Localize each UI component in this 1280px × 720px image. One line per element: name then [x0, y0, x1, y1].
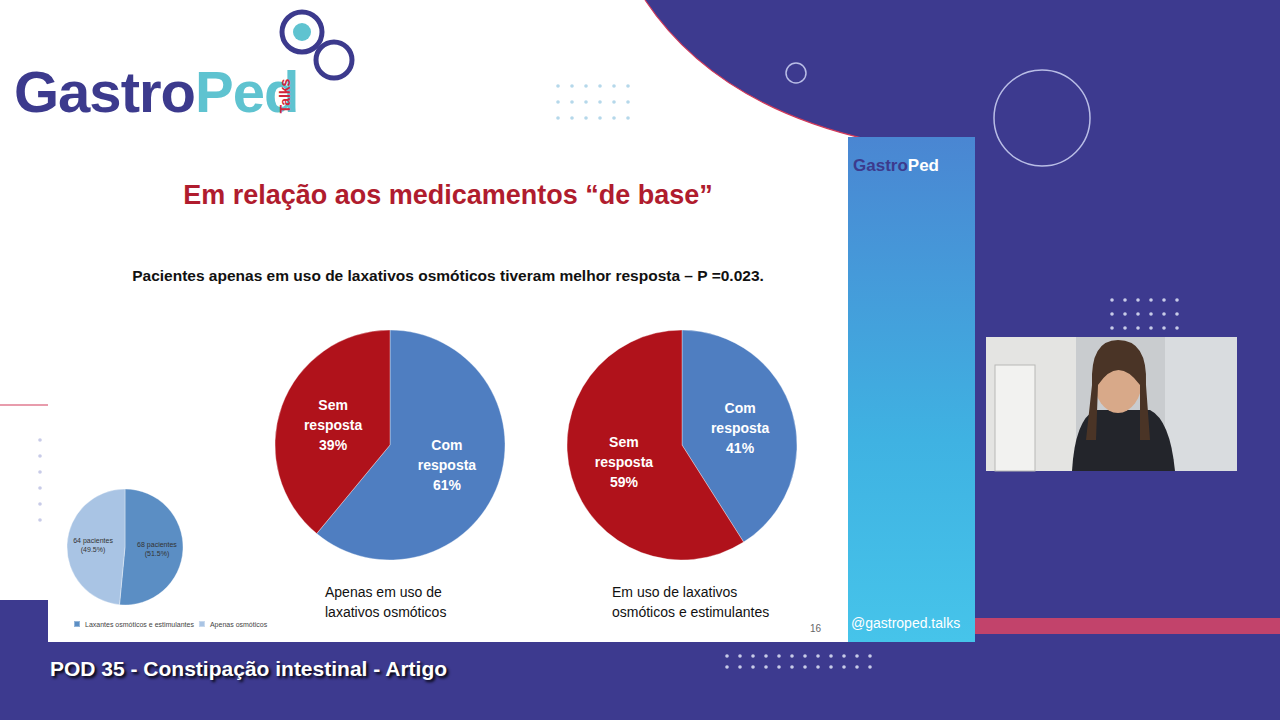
- svg-text:Sem: Sem: [609, 434, 639, 450]
- svg-text:osmóticos e estimulantes: osmóticos e estimulantes: [612, 604, 769, 620]
- svg-text:resposta: resposta: [418, 457, 477, 473]
- svg-text:Em uso de laxativos: Em uso de laxativos: [612, 584, 741, 600]
- svg-text:resposta: resposta: [711, 420, 770, 436]
- svg-text:39%: 39%: [319, 437, 348, 453]
- html-text:16: 16: [810, 623, 822, 634]
- svg-text:Sem: Sem: [318, 397, 348, 413]
- svg-text:64 pacientes: 64 pacientes: [73, 537, 113, 545]
- svg-text:41%: 41%: [726, 440, 755, 456]
- svg-text:Laxantes osmóticos e estimulan: Laxantes osmóticos e estimulantes: [85, 621, 194, 628]
- svg-text:59%: 59%: [610, 474, 639, 490]
- html-text:Talks: Talks: [277, 78, 294, 114]
- html-text:POD 35 - Constipação intestina: POD 35 - Constipação intestinal - Artigo: [50, 657, 448, 680]
- html-text:Gastro Ped: Gastro Ped: [14, 59, 299, 124]
- svg-text:Apenas osmóticos: Apenas osmóticos: [210, 621, 268, 629]
- svg-text:Com: Com: [431, 437, 462, 453]
- svg-text:61%: 61%: [433, 477, 462, 493]
- html-text:Pacientes apenas em uso de lax: Pacientes apenas em uso de laxativos osm…: [132, 267, 764, 284]
- html-text:Gastro Ped: Gastro Ped: [853, 156, 939, 175]
- svg-text:Com: Com: [725, 400, 756, 416]
- svg-text:laxativos osmóticos: laxativos osmóticos: [325, 604, 446, 620]
- svg-text:resposta: resposta: [595, 454, 654, 470]
- svg-text:Apenas em uso de: Apenas em uso de: [325, 584, 446, 600]
- svg-text:(49.5%): (49.5%): [81, 546, 106, 554]
- svg-text:68 pacientes: 68 pacientes: [137, 541, 177, 549]
- svg-text:(51.5%): (51.5%): [145, 550, 170, 558]
- html-text:Em relação aos medicamentos “d: Em relação aos medicamentos “de base”: [183, 180, 713, 210]
- html-text:@gastroped.talks: @gastroped.talks: [851, 615, 961, 631]
- svg-text:resposta: resposta: [304, 417, 363, 433]
